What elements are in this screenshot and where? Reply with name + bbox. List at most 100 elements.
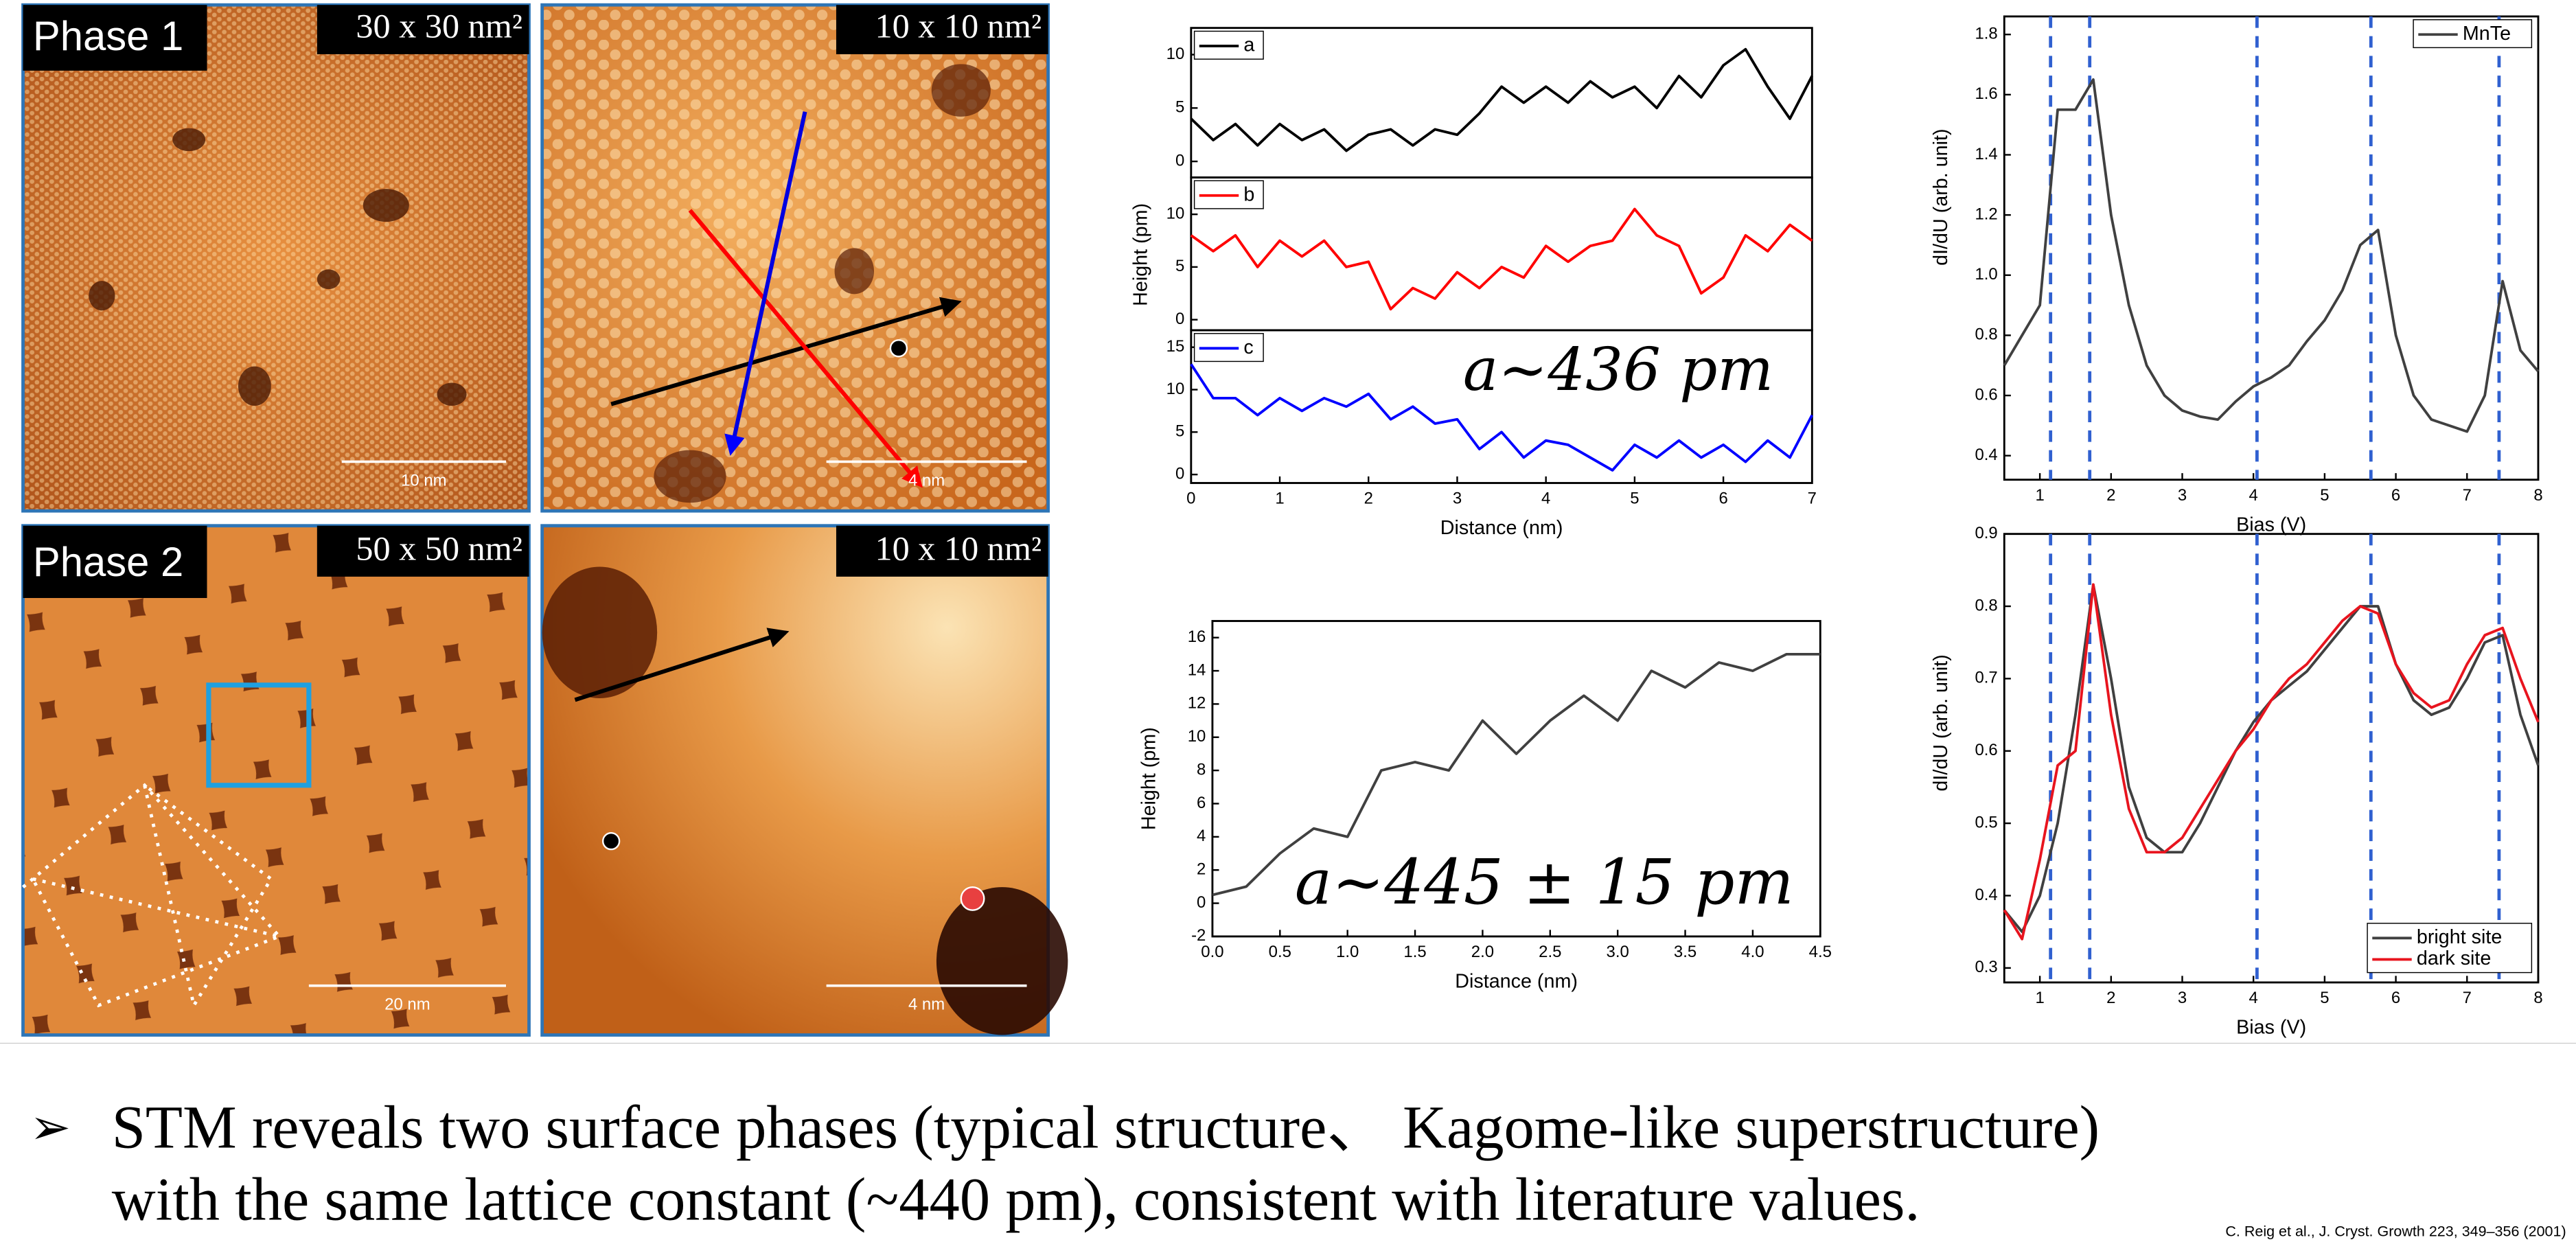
y-tick-label: 14	[1188, 660, 1206, 679]
chart: 0.3 0.4 0.5 0.6 0.7 0.8 0.9 1 2 3 4 5 6 7 8 bright site…	[1930, 524, 2543, 1039]
y-axis-label: dI/dU (arb. unit)	[1930, 128, 1952, 265]
x-tick-label: 5	[2320, 989, 2329, 1007]
legend-label: c	[1243, 336, 1253, 358]
size-label: 50 x 50 nm²	[356, 529, 522, 568]
chart: 0.4 0.6 0.8 1.0 1.2 1.4 1.6 1.8 1 2 3 4 5 6 7 8 MnTe Bias…	[1930, 15, 2543, 536]
x-tick-label: 2.0	[1471, 943, 1494, 961]
image-frame	[21, 524, 531, 1037]
y-tick-label: 0.4	[1975, 886, 1997, 904]
y-tick-label: 0	[1175, 151, 1184, 170]
x-tick-label: 3	[2178, 486, 2187, 505]
kagome-star	[21, 781, 285, 1010]
legend-box	[2413, 19, 2533, 49]
stm-image: 10 x 10 nm² 4 nm	[540, 3, 1050, 513]
data-line	[2003, 78, 2540, 433]
y-tick-label: 0	[1175, 310, 1184, 328]
y-tick-label: 0	[1175, 464, 1184, 483]
y-axis-label: dI/dU (arb. unit)	[1930, 654, 1952, 791]
y-tick-label: 0.8	[1975, 596, 1997, 614]
legend-box	[2367, 923, 2533, 974]
y-tick-label: 5	[1175, 257, 1184, 275]
x-tick-label: 0.0	[1201, 943, 1223, 961]
citation: C. Reig et al., J. Cryst. Growth 223, 34…	[2225, 1223, 2566, 1239]
scale-label: 20 nm	[384, 996, 430, 1014]
y-tick-label: 1.6	[1975, 84, 1997, 103]
dark-region	[936, 887, 1068, 1035]
y-tick-label: 2	[1197, 860, 1206, 879]
plot-frame	[1190, 329, 1813, 484]
data-line	[1190, 47, 1814, 152]
plot-frame	[1190, 27, 1813, 179]
y-tick-label: 1.2	[1975, 205, 1997, 223]
zoom-box	[206, 682, 312, 788]
arrow	[610, 297, 962, 406]
legend-label: MnTe	[2463, 23, 2511, 45]
x-tick-label: 0.5	[1269, 943, 1291, 961]
x-tick-label: 2	[1364, 490, 1373, 508]
legend-label: b	[1243, 183, 1254, 205]
stm-image: Phase 2 50 x 50 nm² 20 nm	[21, 524, 531, 1037]
dark-region	[542, 566, 658, 698]
y-tick-label: 0.8	[1975, 325, 1997, 344]
bullet-text: with the same lattice constant (~440 pm)…	[112, 1166, 1920, 1234]
x-tick-label: 0	[1186, 490, 1195, 508]
y-tick-label: 15	[1166, 337, 1185, 356]
arrow	[724, 111, 807, 456]
x-tick-label: 4.0	[1741, 943, 1764, 961]
scale-label: 4 nm	[908, 996, 945, 1014]
data-line	[1190, 207, 1813, 311]
x-tick-label: 1	[1275, 490, 1284, 508]
x-tick-label: 4.5	[1809, 943, 1832, 961]
phase-label: Phase 2	[33, 539, 183, 585]
x-tick-label: 3	[2178, 989, 2187, 1007]
y-tick-label: 1.8	[1975, 25, 1997, 43]
y-tick-label: 5	[1175, 98, 1184, 117]
label-box	[836, 525, 1048, 577]
x-tick-label: 4	[1541, 490, 1550, 508]
x-tick-label: 2	[2106, 989, 2115, 1007]
y-tick-label: 10	[1188, 727, 1206, 746]
y-tick-label: 0.3	[1975, 958, 1997, 976]
chart: -2 0 2 4 6 8 10 12 14 16 0.0 0.5 1.0 1.5 2.0 2.5 3.0 3.5 4…	[1138, 620, 1832, 993]
x-tick-label: 1.0	[1336, 943, 1359, 961]
y-tick-label: 4	[1197, 827, 1206, 845]
y-tick-label: 0.5	[1975, 813, 1997, 831]
y-tick-label: 12	[1188, 694, 1206, 713]
x-tick-label: 8	[2533, 989, 2542, 1007]
x-axis-label: Bias (V)	[2236, 514, 2306, 536]
x-tick-label: 5	[2320, 486, 2329, 505]
data-line	[1190, 363, 1814, 472]
y-tick-label: 0.7	[1975, 669, 1997, 687]
arrow	[574, 628, 790, 702]
scale-label: 4 nm	[908, 471, 945, 490]
x-tick-label: 2.5	[1539, 943, 1561, 961]
x-tick-label: 1	[2035, 486, 2044, 505]
annotation: a~436 pm	[1463, 336, 1773, 404]
plot-frame	[1190, 176, 1813, 332]
size-label: 10 x 10 nm²	[875, 7, 1042, 45]
defects	[654, 64, 991, 503]
plot-frame	[2003, 533, 2540, 984]
label-box	[836, 5, 1048, 54]
y-tick-label: 1.4	[1975, 145, 1997, 163]
y-axis-label: Height (pm)	[1138, 727, 1160, 830]
label-box	[317, 525, 529, 577]
x-tick-label: 6	[2391, 486, 2400, 505]
x-tick-label: 7	[2463, 486, 2472, 505]
x-tick-label: 7	[2463, 989, 2472, 1007]
y-tick-label: 10	[1166, 45, 1185, 63]
size-label: 10 x 10 nm²	[875, 529, 1042, 568]
y-tick-label: 8	[1197, 760, 1206, 779]
bullet-text: STM reveals two surface phases (typical …	[112, 1094, 2100, 1161]
legend-label: dark site	[2417, 947, 2491, 969]
x-tick-label: 6	[2391, 989, 2400, 1007]
defects	[89, 128, 467, 406]
label-box	[317, 5, 529, 54]
x-tick-label: 3.0	[1607, 943, 1629, 961]
x-tick-label: 4	[2249, 486, 2258, 505]
y-tick-label: 10	[1166, 204, 1185, 222]
x-tick-label: 3.5	[1674, 943, 1697, 961]
y-tick-label: 5	[1175, 422, 1184, 441]
y-tick-label: 0.6	[1975, 385, 1997, 404]
data-line	[2003, 583, 2540, 941]
